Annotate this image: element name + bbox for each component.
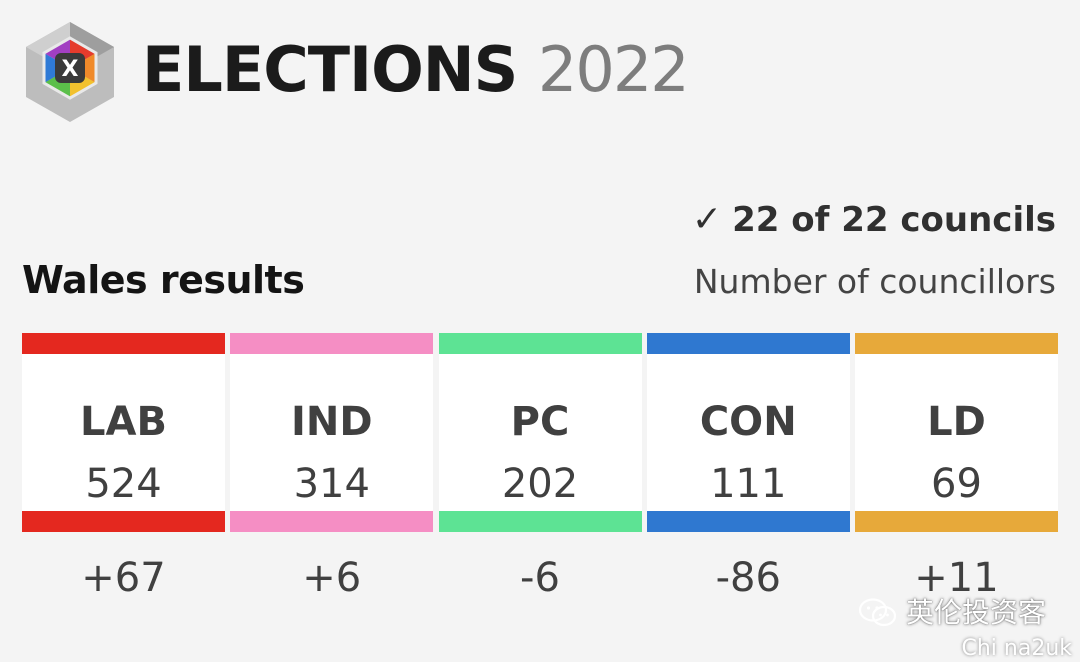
party-color-bar-top	[22, 333, 225, 354]
party-color-bar-bottom	[22, 511, 225, 532]
wechat-icon	[858, 598, 897, 627]
party-councillor-count: 314	[293, 461, 370, 507]
party-councillor-count: 202	[501, 461, 579, 507]
party-results: LAB 524 +67 IND 314 +6 PC 202 -6 CON 111…	[22, 333, 1058, 602]
section-subtitle: Number of councillors	[693, 262, 1056, 301]
party-card: IND 314	[230, 354, 434, 511]
watermark-text: 英伦投资客	[905, 596, 1046, 629]
watermark-subtext: Chi na2uk	[961, 636, 1072, 661]
party-card: LD 69	[855, 354, 1058, 511]
party-councillor-count: 524	[85, 461, 162, 507]
party-color-bar-top	[646, 333, 850, 354]
party-color-bar-bottom	[855, 511, 1058, 532]
party-card: CON 111	[646, 354, 850, 511]
party-abbr: PC	[510, 399, 570, 445]
party-color-bar-top	[438, 333, 642, 354]
party-change: +6	[302, 555, 362, 601]
party-pc: PC 202 -6	[438, 333, 642, 602]
party-color-bar-bottom	[438, 511, 642, 532]
watermark: 英伦投资客	[858, 596, 1046, 630]
party-con: CON 111 -86	[646, 333, 850, 602]
party-ind: IND 314 +6	[230, 333, 434, 602]
party-ld: LD 69 +11	[855, 333, 1058, 602]
page-title: ELECTIONS 2022	[142, 33, 690, 106]
title-year: 2022	[537, 33, 690, 106]
councils-status-text: 22 of 22 councils	[732, 200, 1056, 240]
elections-logo: X	[26, 22, 114, 122]
party-abbr: IND	[290, 399, 373, 445]
checkmark-icon: ✓	[691, 199, 723, 240]
party-abbr: LD	[927, 399, 986, 445]
party-color-bar-top	[855, 333, 1058, 354]
party-change: +11	[914, 555, 999, 601]
party-color-bar-top	[230, 333, 434, 354]
party-change: -6	[520, 555, 560, 601]
party-abbr: LAB	[80, 399, 167, 445]
party-color-bar-bottom	[230, 511, 434, 532]
party-color-bar-bottom	[646, 511, 850, 532]
party-change: +67	[81, 555, 166, 601]
svg-text:X: X	[62, 57, 79, 82]
party-councillor-count: 69	[931, 461, 982, 507]
party-card: PC 202	[438, 354, 642, 511]
title-word: ELECTIONS	[142, 33, 518, 106]
councils-status: ✓ 22 of 22 councils	[692, 198, 1056, 242]
party-change: -86	[715, 555, 781, 601]
party-lab: LAB 524 +67	[22, 333, 225, 602]
party-councillor-count: 111	[710, 461, 787, 507]
section-title: Wales results	[22, 258, 305, 302]
party-abbr: CON	[699, 399, 797, 445]
party-card: LAB 524	[22, 354, 225, 511]
